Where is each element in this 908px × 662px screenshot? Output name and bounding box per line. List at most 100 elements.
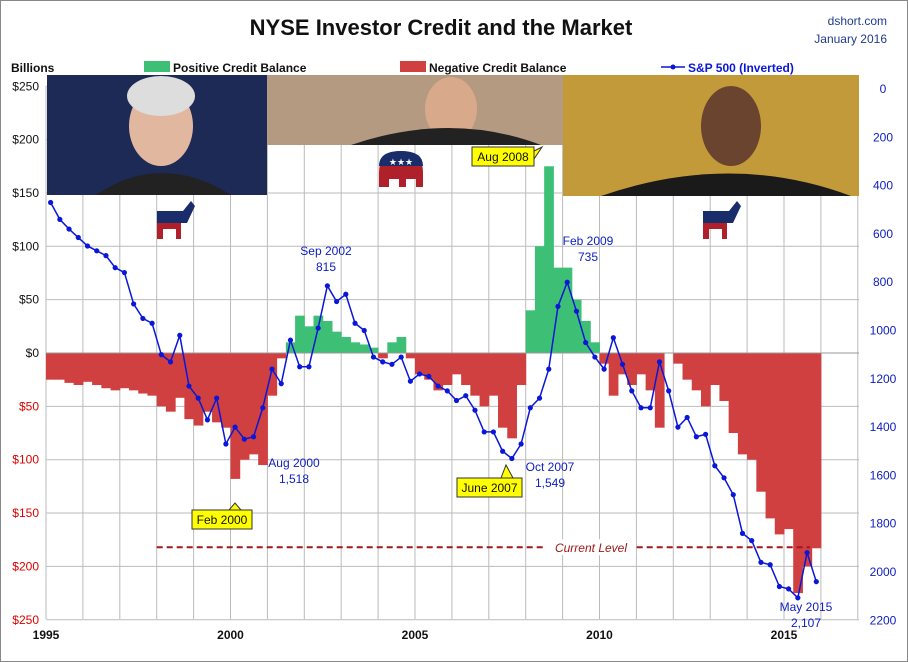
credit-bar	[682, 353, 693, 380]
sp500-point	[204, 417, 211, 423]
y2-tick-label: 1000	[870, 324, 897, 338]
annotation-date: Sep 2002	[300, 244, 352, 258]
credit-bar	[479, 353, 490, 407]
credit-bar	[396, 336, 407, 353]
credit-bar	[165, 353, 176, 412]
credit-bar	[359, 344, 370, 353]
credit-bar	[728, 353, 739, 434]
sp500-point	[84, 243, 91, 249]
credit-bar	[433, 353, 444, 391]
sp500-point	[583, 339, 589, 346]
credit-bar	[322, 320, 333, 353]
x-tick-label: 2000	[217, 628, 244, 642]
credit-bar	[737, 353, 748, 455]
sp500-point	[75, 234, 81, 241]
legend-negative: Negative Credit Balance	[429, 61, 567, 75]
sp500-point	[389, 361, 395, 367]
sp500-point	[813, 579, 819, 585]
sp500-point	[407, 378, 413, 384]
y2-tick-label: 800	[873, 275, 893, 289]
credit-bar	[553, 267, 564, 353]
callout-label: June 2007	[461, 481, 517, 495]
sp500-point	[241, 436, 247, 442]
sp500-point	[112, 265, 118, 271]
callout-label: Feb 2000	[197, 513, 248, 527]
credit-bar	[424, 353, 434, 380]
credit-bar	[212, 353, 222, 423]
sp500-point	[306, 364, 312, 370]
y-axis-label: Billions	[11, 61, 55, 75]
credit-bar	[304, 326, 315, 353]
sp500-point	[269, 366, 275, 372]
credit-bar	[534, 246, 545, 353]
sp500-point	[721, 475, 727, 481]
credit-bar	[802, 353, 813, 567]
credit-bar	[700, 353, 711, 407]
credit-bar	[590, 342, 600, 353]
y2-tick-label: 1200	[870, 372, 897, 386]
y2-tick-label: 200	[873, 130, 893, 144]
annotation-date: Aug 2000	[268, 456, 320, 470]
sp500-point	[804, 550, 810, 556]
y-tick-label: $100	[12, 453, 39, 467]
credit-bar	[230, 353, 241, 479]
credit-bar	[691, 353, 702, 391]
y-tick-label: $250	[12, 613, 39, 627]
sp500-point	[795, 595, 801, 601]
credit-bar	[147, 353, 158, 396]
credit-bar	[507, 353, 517, 439]
callout-box	[191, 509, 253, 530]
credit-bar	[295, 315, 305, 353]
credit-bar	[415, 353, 425, 375]
sp500-point	[546, 366, 552, 372]
annotations: Sep 2002 815 Feb 2009 735 Aug 2000 1,518 Oct 2…	[191, 145, 833, 630]
chart-title: NYSE Investor Credit and the Market	[250, 15, 633, 40]
credit-bar	[784, 353, 794, 530]
annotation-value: 1,549	[535, 476, 565, 490]
sp500-point	[380, 359, 386, 365]
y2-tick-label: 1400	[870, 420, 897, 434]
sp500-point	[333, 298, 340, 305]
x-tick-label: 2005	[402, 628, 429, 642]
svg-text:★★★: ★★★	[389, 157, 413, 167]
callout-pointer	[228, 502, 242, 511]
current-level-label: Current Level	[555, 541, 627, 555]
credit-bar	[82, 353, 93, 382]
credit-bar	[516, 353, 527, 386]
sp500-point	[278, 381, 284, 387]
credit-bar	[313, 315, 324, 353]
credit-bar	[350, 342, 361, 353]
annotation-value: 735	[578, 250, 598, 264]
y-tick-label: $50	[19, 293, 39, 307]
sp500-point	[287, 337, 294, 343]
credit-bar	[368, 347, 379, 353]
sp500-point	[149, 320, 155, 326]
sp500-point	[398, 354, 404, 360]
sp500-point	[767, 562, 773, 568]
sp500-point	[426, 373, 432, 379]
x-tick-label: 2010	[586, 628, 613, 642]
y-tick-label: $200	[12, 559, 39, 573]
annotation-value: 2,107	[791, 616, 821, 630]
y2-tick-label: 600	[873, 227, 893, 241]
y-tick-label: $150	[12, 186, 39, 200]
sp500-point	[684, 414, 690, 421]
y-tick-label: $150	[12, 506, 39, 520]
sp500-point	[417, 371, 423, 377]
credit-bar	[461, 353, 471, 386]
sp500-point	[656, 359, 663, 365]
credit-bar	[101, 353, 112, 389]
sp500-point	[776, 583, 782, 590]
sp500-point	[223, 441, 229, 447]
credit-bar	[636, 353, 647, 375]
credit-bar	[239, 353, 250, 460]
sp500-point	[693, 434, 699, 440]
annotation-date: Oct 2007	[526, 460, 575, 474]
credit-bar	[55, 353, 65, 380]
sp500-point	[94, 248, 100, 254]
annotation-value: 1,518	[279, 472, 309, 486]
credit-bars	[46, 166, 822, 594]
sp500-point	[158, 352, 164, 358]
